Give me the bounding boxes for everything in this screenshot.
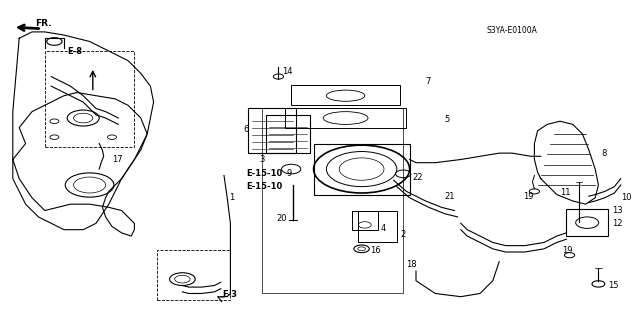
Bar: [358, 211, 397, 242]
Text: 22: 22: [413, 173, 423, 182]
Bar: [291, 85, 400, 105]
Text: 2: 2: [400, 230, 405, 239]
Bar: [266, 115, 310, 153]
Text: 19: 19: [562, 246, 572, 255]
Text: 5: 5: [445, 115, 450, 124]
Bar: [248, 108, 296, 153]
Text: 6: 6: [243, 125, 248, 134]
Bar: [314, 144, 410, 195]
Text: 1: 1: [229, 193, 234, 202]
Text: E-8: E-8: [67, 47, 82, 56]
Text: 13: 13: [612, 206, 623, 215]
Text: 4: 4: [381, 224, 386, 233]
Text: FR.: FR.: [35, 19, 52, 28]
Text: 10: 10: [621, 193, 631, 202]
Text: 11: 11: [560, 189, 570, 197]
Text: 19: 19: [524, 192, 534, 201]
Text: 21: 21: [445, 192, 455, 201]
Bar: [566, 209, 608, 236]
Bar: [262, 108, 403, 293]
Text: 14: 14: [282, 67, 292, 76]
Text: 9: 9: [287, 169, 292, 178]
Bar: [45, 51, 134, 147]
Text: 16: 16: [371, 246, 381, 255]
Text: E-3: E-3: [222, 290, 237, 299]
Text: 18: 18: [406, 260, 417, 269]
Text: E-15-10: E-15-10: [246, 182, 283, 191]
Text: 7: 7: [426, 77, 431, 86]
Text: 12: 12: [612, 219, 623, 228]
Bar: [157, 250, 230, 300]
Text: 15: 15: [608, 281, 618, 290]
Text: 20: 20: [276, 214, 287, 223]
Text: 8: 8: [602, 149, 607, 158]
Text: 17: 17: [112, 155, 123, 164]
Text: S3YA-E0100A: S3YA-E0100A: [486, 26, 537, 35]
Bar: [352, 211, 378, 230]
Bar: [285, 108, 406, 128]
Text: E-15-10: E-15-10: [246, 169, 283, 178]
Text: 3: 3: [259, 155, 264, 164]
